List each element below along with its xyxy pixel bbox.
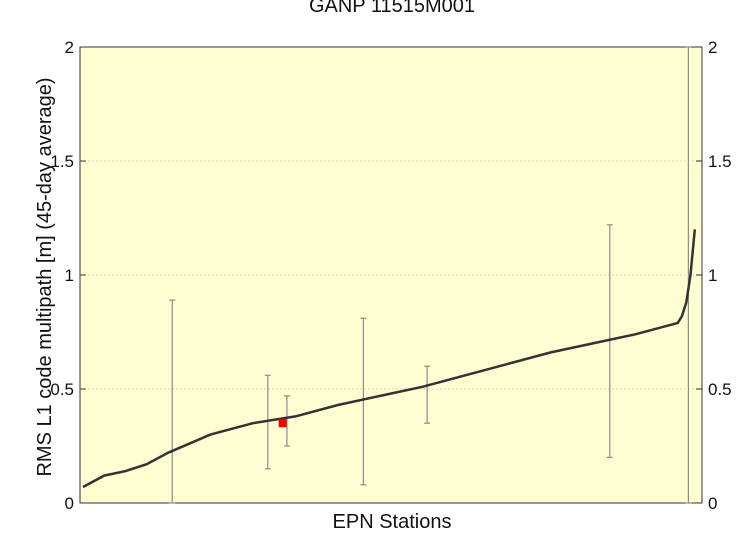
y-tick-label-right: 0.5 [708, 380, 732, 399]
y-axis-label: RMS L1 code multipath [m] (45-day averag… [34, 77, 56, 476]
y-ticks: 0 0 0.5 0.5 1 1 1.5 1.5 2 2 [50, 38, 731, 513]
x-axis-label: EPN Stations [333, 511, 452, 533]
y-tick-label-right: 1 [708, 266, 717, 285]
y-tick-label-right: 0 [708, 494, 717, 513]
y-tick-label-left: 0 [65, 494, 74, 513]
y-tick-label-left: 2 [65, 38, 74, 57]
plot-area [79, 46, 703, 504]
station-rms-curve [82, 229, 697, 489]
y-tick-label-right: 2 [708, 38, 717, 57]
highlight-station-marker [278, 419, 287, 428]
y-tick-label-left: 1.5 [50, 152, 74, 171]
chart-title: GANP 11515M001 [309, 0, 475, 17]
y-tick-label-right: 1.5 [708, 152, 732, 171]
y-tick-label-left: 1 [65, 266, 74, 285]
y-tick-label-left: 0.5 [50, 380, 74, 399]
error-bars [169, 46, 692, 504]
